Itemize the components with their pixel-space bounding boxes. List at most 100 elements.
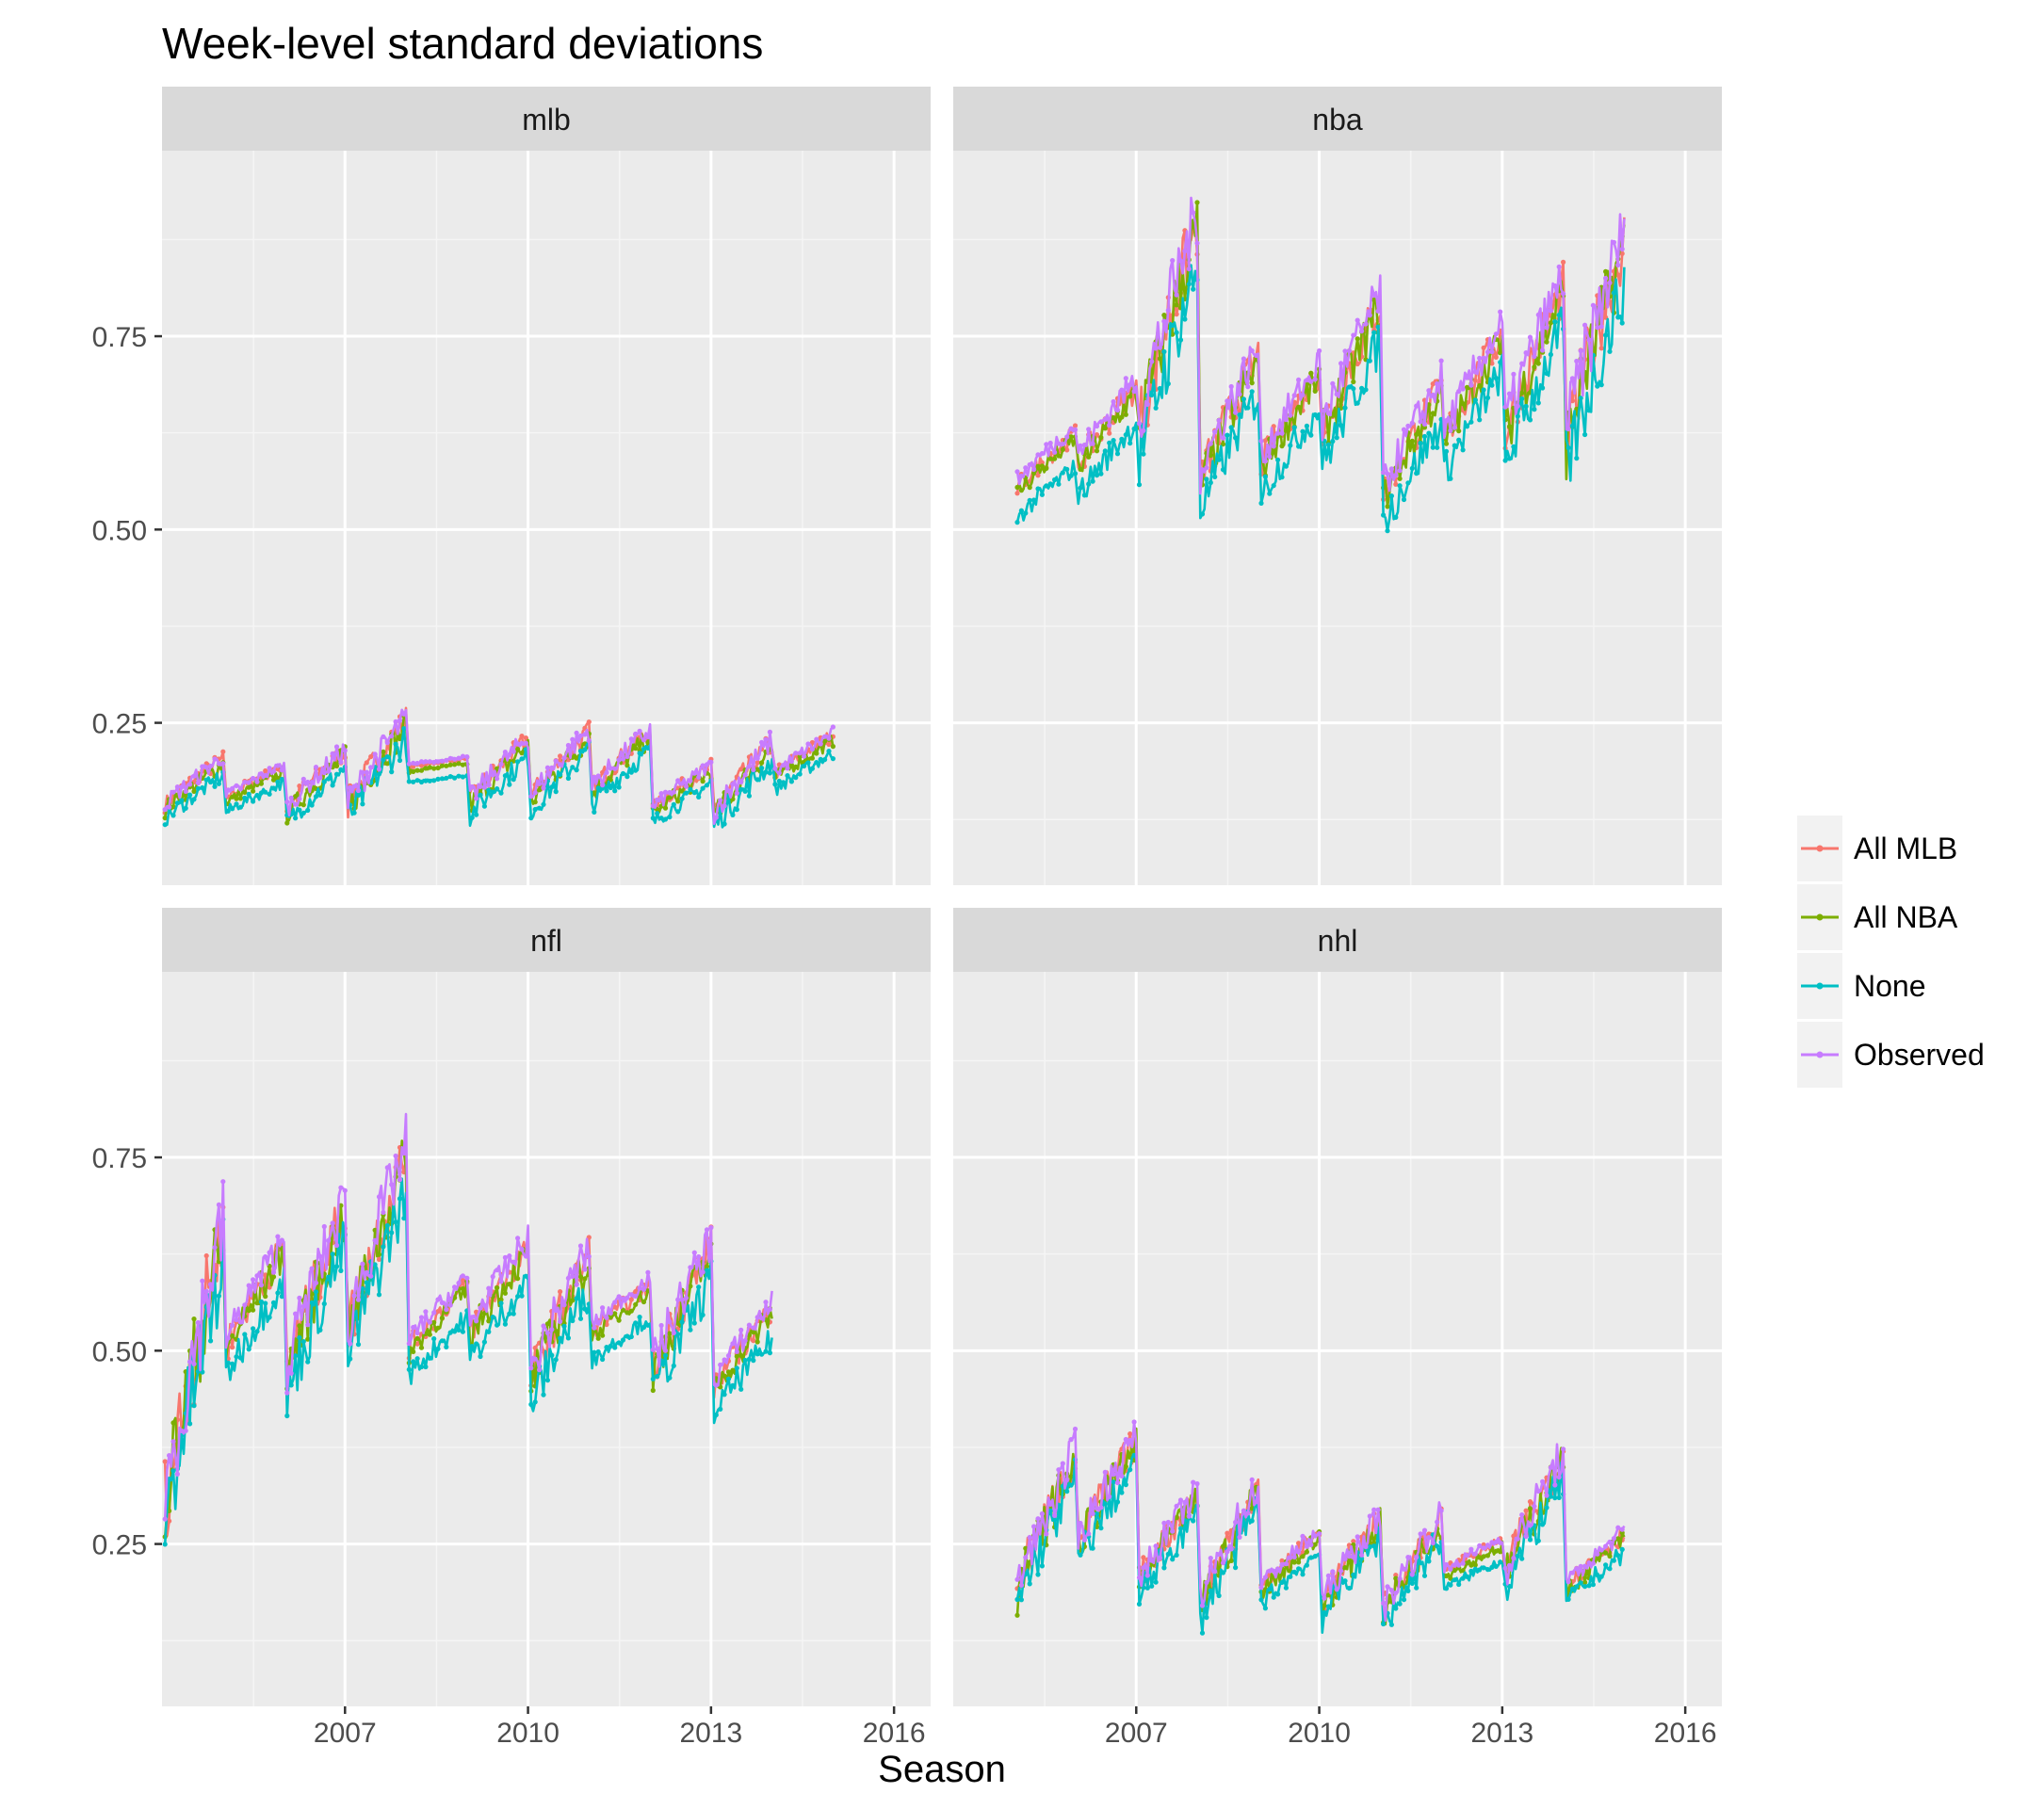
data-point	[1186, 282, 1192, 287]
data-point	[1081, 442, 1087, 448]
data-point	[427, 765, 432, 770]
data-point	[1047, 440, 1053, 446]
data-point	[348, 1356, 353, 1362]
data-point	[1161, 313, 1167, 318]
data-point	[814, 736, 819, 742]
data-point	[612, 788, 618, 794]
data-point	[722, 821, 727, 827]
data-point	[1216, 417, 1222, 423]
data-point	[1157, 356, 1163, 362]
series-observed	[1014, 196, 1626, 495]
data-point	[275, 1290, 281, 1296]
data-point	[1275, 457, 1281, 462]
data-point	[1574, 1566, 1580, 1572]
data-point	[620, 756, 626, 762]
data-point	[326, 1274, 332, 1280]
data-point	[237, 786, 243, 792]
data-point	[1212, 474, 1218, 479]
data-point	[558, 1318, 563, 1324]
data-point	[200, 1278, 205, 1284]
data-point	[650, 816, 656, 821]
data-point	[662, 789, 669, 795]
data-point	[730, 1341, 736, 1347]
data-point	[275, 775, 281, 782]
data-point	[577, 733, 584, 738]
data-point	[754, 1339, 760, 1345]
data-point	[1556, 1494, 1562, 1500]
data-point	[1296, 404, 1302, 410]
data-point	[830, 756, 836, 762]
panel-nba-background	[953, 151, 1722, 885]
data-point	[1114, 451, 1121, 457]
data-point	[427, 1319, 432, 1325]
x-axis-left: 2007 2010 2013 2016	[314, 1706, 926, 1749]
data-point	[1245, 1510, 1251, 1516]
panel-nba: nba	[953, 87, 1722, 885]
data-point	[797, 753, 803, 760]
data-point	[481, 803, 487, 809]
data-point	[822, 757, 828, 763]
data-point	[655, 797, 660, 802]
data-point	[1161, 1520, 1167, 1526]
data-point	[592, 1325, 597, 1331]
data-point	[1119, 1490, 1125, 1495]
data-point	[1267, 491, 1273, 496]
data-point	[1532, 353, 1537, 360]
data-point	[1397, 1601, 1403, 1607]
data-point	[1018, 1582, 1024, 1588]
data-point	[633, 1301, 639, 1307]
data-point	[582, 1267, 588, 1272]
data-point	[1291, 1554, 1297, 1560]
data-point	[1375, 324, 1381, 330]
data-point	[1574, 456, 1580, 461]
data-point	[1325, 411, 1331, 416]
data-point	[452, 756, 458, 762]
data-point	[1228, 1558, 1234, 1563]
data-point	[1136, 1601, 1143, 1607]
y-axis-bottom: 0.25 0.50 0.75	[92, 1143, 162, 1561]
data-point	[1111, 438, 1116, 444]
data-point	[586, 1253, 592, 1259]
data-point	[297, 796, 302, 801]
data-point	[1489, 1540, 1495, 1545]
data-point	[447, 762, 453, 767]
data-point	[1452, 425, 1457, 430]
data-point	[658, 1322, 664, 1329]
data-point	[1544, 1493, 1549, 1498]
data-point	[330, 783, 335, 788]
data-point	[1472, 1566, 1478, 1572]
data-point	[179, 1428, 185, 1433]
data-point	[495, 1322, 500, 1328]
data-point	[582, 732, 588, 737]
data-point	[444, 1307, 449, 1313]
data-point	[270, 1269, 277, 1275]
data-point	[418, 1315, 425, 1320]
data-point	[1619, 1530, 1625, 1536]
data-point	[191, 788, 197, 795]
data-point	[1598, 382, 1604, 388]
data-point	[401, 711, 407, 717]
data-point	[751, 1330, 756, 1335]
data-point	[195, 1319, 201, 1326]
data-point	[1153, 405, 1159, 411]
data-point	[1527, 334, 1533, 340]
data-point	[1595, 325, 1600, 331]
data-point	[288, 795, 294, 800]
data-point	[541, 1323, 546, 1329]
data-point	[170, 1439, 176, 1445]
data-point	[1468, 419, 1474, 425]
data-point	[691, 770, 697, 776]
data-point	[444, 763, 449, 768]
data-point	[1018, 508, 1024, 513]
data-point	[515, 759, 521, 765]
panel-nfl: nfl	[162, 908, 931, 1706]
data-point	[1262, 459, 1268, 464]
data-point	[1409, 1572, 1415, 1577]
data-point	[1493, 376, 1499, 381]
data-point	[195, 780, 201, 786]
data-point	[528, 816, 534, 821]
data-point	[389, 734, 395, 739]
legend-key-point	[1816, 913, 1824, 921]
data-point	[1615, 1536, 1621, 1542]
data-point	[330, 1220, 335, 1226]
